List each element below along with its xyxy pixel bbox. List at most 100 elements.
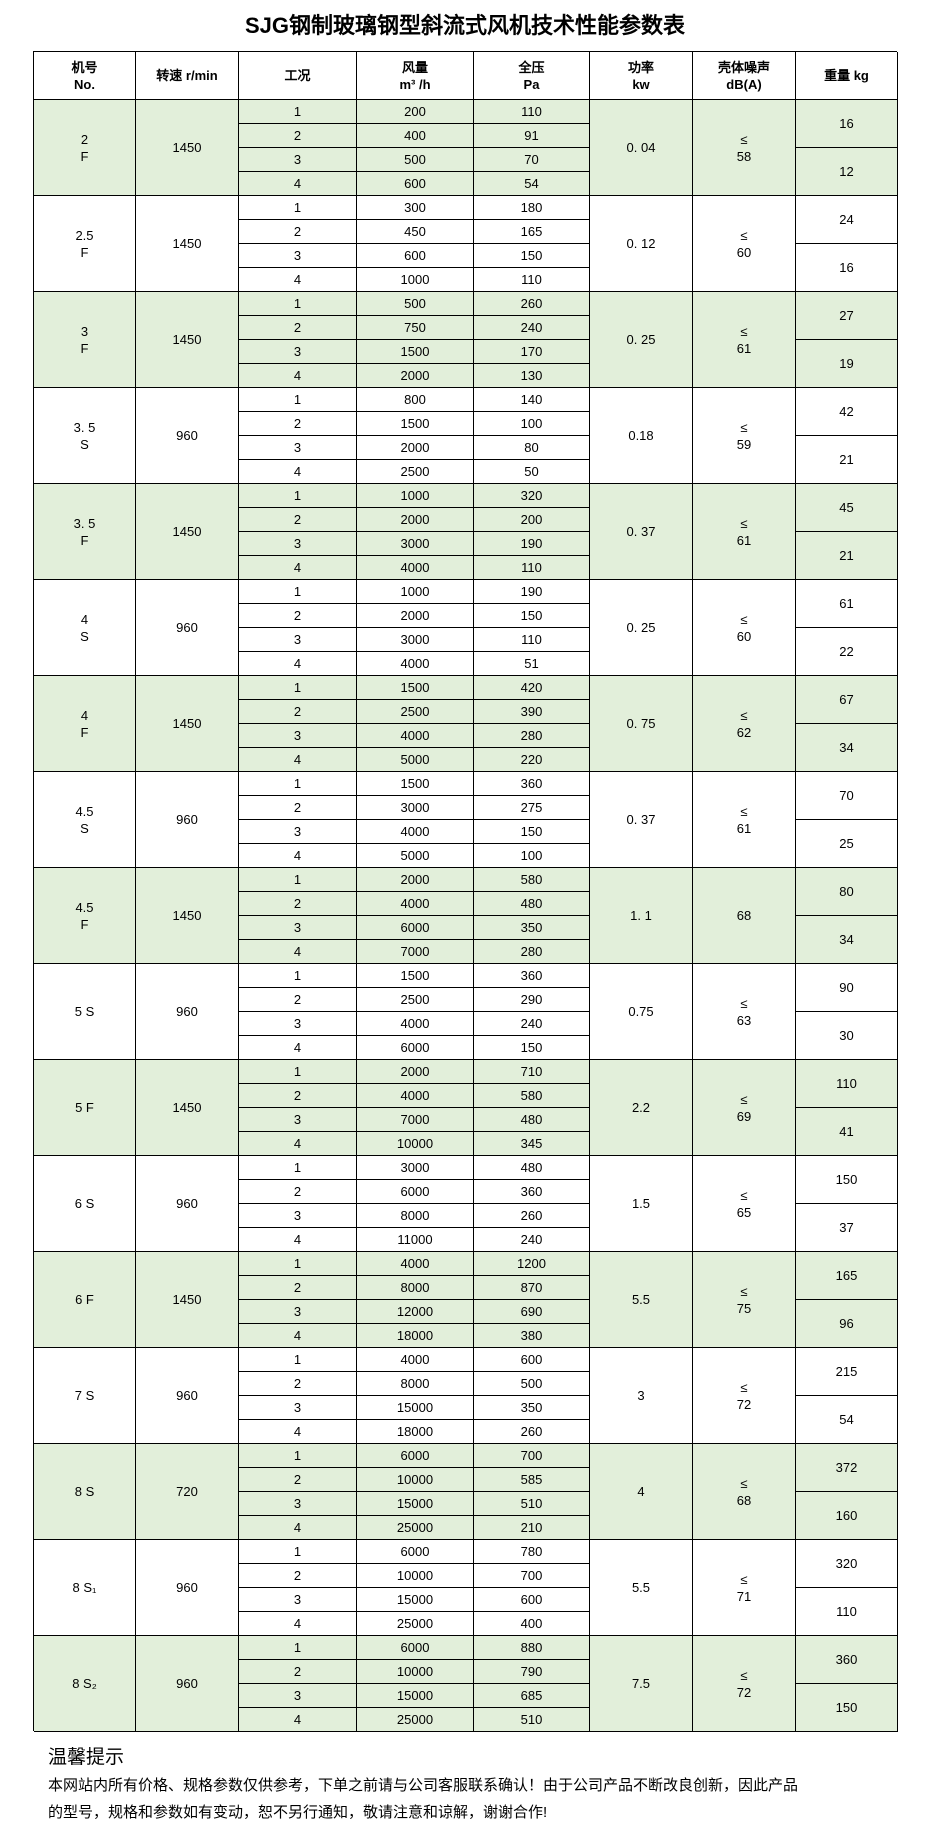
cell-text: 480 — [520, 896, 543, 911]
cell-text: 8 S — [74, 1484, 95, 1499]
cell-text: 4 — [80, 707, 89, 723]
model-cell: 8 S — [34, 1444, 136, 1540]
cell-text: 280 — [520, 944, 543, 959]
cell-text: 0. 37 — [626, 812, 656, 827]
noise-cell: ≤65 — [693, 1156, 796, 1252]
cell-text: 220 — [520, 752, 543, 767]
cell-text: 70 — [839, 788, 854, 803]
cell-text: 360 — [520, 1184, 543, 1199]
data-cell: 750 — [357, 316, 474, 340]
cell-text: 0. 12 — [626, 236, 656, 251]
cell-text: 2500 — [400, 464, 430, 479]
data-cell: 1500 — [357, 676, 474, 700]
cell-text: 18000 — [396, 1328, 434, 1343]
data-cell: 1 — [239, 484, 357, 508]
speed-cell: 1450 — [136, 868, 239, 964]
data-cell: 1 — [239, 1444, 357, 1468]
cell-text: 4.5 — [75, 803, 94, 819]
cell-text: 4 — [293, 272, 302, 287]
data-cell: 360 — [474, 1180, 590, 1204]
data-cell: 4 — [239, 1708, 357, 1732]
weight-cell: 320 — [796, 1540, 898, 1588]
noise-cell: ≤71 — [693, 1540, 796, 1636]
cell-text: 3 — [293, 632, 302, 647]
data-cell: 165 — [474, 220, 590, 244]
cell-text: 110 — [836, 1604, 857, 1619]
data-cell: 480 — [474, 1108, 590, 1132]
cell-text: 600 — [404, 248, 426, 263]
cell-text: 350 — [520, 1400, 543, 1415]
cell-text: 27 — [839, 308, 854, 323]
cell-text: 580 — [520, 1088, 543, 1103]
cell-text: 重量 kg — [824, 68, 869, 83]
header-cell: 转速 r/min — [136, 52, 239, 100]
data-cell: 1 — [239, 196, 357, 220]
cell-text: 1450 — [172, 140, 202, 155]
data-cell: 110 — [474, 268, 590, 292]
noise-cell: ≤62 — [693, 676, 796, 772]
title: SJG钢制玻璃钢型斜流式风机技术性能参数表 — [244, 13, 686, 38]
cell-text: 5 F — [75, 1100, 94, 1115]
cell-text: 3 — [293, 248, 302, 263]
data-cell: 710 — [474, 1060, 590, 1084]
cell-text: 260 — [520, 1208, 543, 1223]
data-cell: 200 — [474, 508, 590, 532]
data-cell: 1000 — [357, 268, 474, 292]
data-cell: 1000 — [357, 580, 474, 604]
data-cell: 510 — [474, 1492, 590, 1516]
cell-text: 600 — [520, 1592, 543, 1607]
cell-text: 510 — [520, 1496, 543, 1511]
spec-table: 机号 No. 转速 r/min 工况 风量 m³ /h 全压 Pa 功率 kw 壳体噪声 dB(A) 重… — [33, 51, 898, 1732]
data-cell: 190 — [474, 580, 590, 604]
model-cell: 2.5 F — [34, 196, 136, 292]
cell-text: ≤ — [740, 1283, 748, 1299]
cell-text: F — [80, 340, 89, 356]
data-cell: 220 — [474, 748, 590, 772]
cell-text: 3 — [293, 1304, 302, 1319]
cell-text: 1 — [293, 1640, 302, 1655]
data-cell: 500 — [474, 1372, 590, 1396]
cell-text: 75 — [736, 1300, 752, 1316]
cell-text: 7 S — [74, 1388, 95, 1403]
data-cell: 3000 — [357, 532, 474, 556]
cell-text: 2000 — [400, 440, 430, 455]
cell-text: 8000 — [400, 1280, 430, 1295]
notice-line: 本网站内所有价格、规格参数仅供参考，下单之前请与公司客服联系确认！由于公司产品不… — [48, 1777, 799, 1794]
noise-cell: ≤63 — [693, 964, 796, 1060]
notice-heading: 温馨提示 — [48, 1747, 125, 1768]
data-cell: 4 — [239, 268, 357, 292]
cell-text: 1000 — [400, 488, 430, 503]
data-cell: 4 — [239, 1132, 357, 1156]
data-cell: 12000 — [357, 1300, 474, 1324]
data-cell: 600 — [357, 244, 474, 268]
data-cell: 18000 — [357, 1420, 474, 1444]
cell-text: 16 — [839, 116, 854, 131]
data-cell: 4 — [239, 1420, 357, 1444]
cell-text: 1 — [293, 1544, 302, 1559]
cell-text: 6000 — [400, 1544, 430, 1559]
data-cell: 275 — [474, 796, 590, 820]
cell-text: ≤ — [740, 1091, 748, 1107]
weight-cell: 30 — [796, 1012, 898, 1060]
data-cell: 2 — [239, 700, 357, 724]
cell-text: 15000 — [396, 1400, 434, 1415]
cell-text: 4 — [293, 944, 302, 959]
cell-text: 61 — [736, 820, 752, 836]
data-cell: 10000 — [357, 1468, 474, 1492]
data-cell: 10000 — [357, 1132, 474, 1156]
data-cell: 4 — [239, 1228, 357, 1252]
cell-text: 4 — [293, 1712, 302, 1727]
cell-text: 3. 5 — [73, 419, 96, 435]
data-cell: 2000 — [357, 868, 474, 892]
cell-text: F — [80, 724, 89, 740]
data-cell: 150 — [474, 820, 590, 844]
cell-text: 5000 — [400, 752, 430, 767]
cell-text: 960 — [176, 1388, 198, 1403]
cell-text: 50 — [524, 464, 539, 479]
cell-text: 30 — [839, 1028, 854, 1043]
cell-text: 1000 — [400, 584, 430, 599]
cell-text: 4 — [293, 560, 302, 575]
data-cell: 190 — [474, 532, 590, 556]
power-cell: 5.5 — [590, 1252, 693, 1348]
cell-text: 18000 — [396, 1424, 434, 1439]
